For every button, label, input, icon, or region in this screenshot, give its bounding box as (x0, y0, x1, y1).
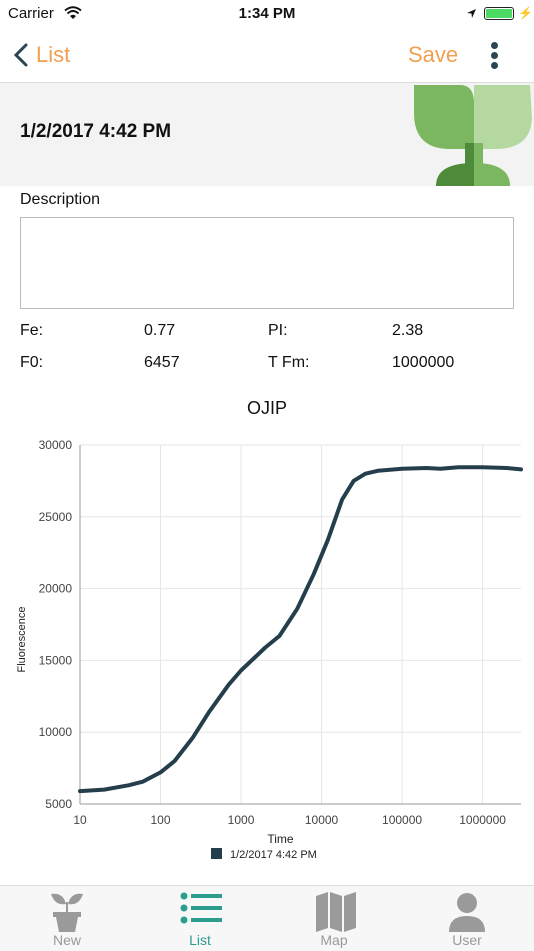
y-tick-label: 30000 (39, 438, 73, 452)
y-axis-label: Fluorescence (16, 606, 28, 672)
series-line (78, 465, 523, 794)
f0-value: 6457 (144, 354, 180, 371)
location-arrow-icon (467, 9, 476, 18)
status-bar: Carrier 1:34 PM ⚡ (0, 0, 534, 30)
x-tick-label: 1000000 (459, 813, 506, 827)
battery-icon (484, 7, 514, 20)
f0-label: F0: (20, 354, 44, 371)
status-time: 1:34 PM (238, 5, 296, 22)
x-tick-label: 100000 (382, 813, 422, 827)
description-input[interactable] (20, 217, 514, 309)
chart-title: OJIP (246, 398, 287, 418)
x-tick-label: 100 (151, 813, 171, 827)
legend-label: 1/2/2017 4:42 PM (230, 849, 317, 861)
description-label: Description (20, 191, 101, 208)
pi-label: PI: (268, 322, 288, 339)
measurement-header: 1/2/2017 4:42 PM (0, 83, 534, 186)
wifi-icon (64, 6, 82, 19)
tab-bar: New List Map User (0, 885, 534, 951)
tab-user[interactable]: User (400, 886, 534, 951)
more-options-icon[interactable] (488, 40, 500, 70)
y-tick-label: 10000 (39, 725, 73, 739)
y-tick-label: 5000 (45, 797, 72, 811)
x-axis-label: Time (267, 832, 294, 846)
charging-bolt-icon: ⚡ (518, 6, 533, 20)
y-tick-label: 25000 (39, 510, 73, 524)
tfm-label: T Fm: (268, 354, 310, 371)
pi-value: 2.38 (392, 322, 424, 339)
tab-new-label: New (52, 932, 81, 948)
x-tick-label: 1000 (228, 813, 255, 827)
map-icon (316, 892, 356, 932)
plant-pot-icon (51, 893, 83, 932)
tab-user-label: User (452, 932, 482, 948)
tab-map-label: Map (320, 932, 348, 948)
list-icon (180, 892, 222, 924)
save-button[interactable]: Save (408, 42, 459, 67)
legend-swatch (211, 848, 222, 859)
x-tick-label: 10 (73, 813, 87, 827)
tfm-value: 1000000 (392, 354, 455, 371)
tab-new[interactable]: New (0, 886, 134, 951)
y-tick-label: 15000 (39, 653, 73, 667)
back-button[interactable]: List (14, 38, 70, 72)
x-tick-label: 10000 (305, 813, 339, 827)
ojip-chart[interactable]: 5000 10000 15000 20000 25000 30000 10 100 1000 10… (0, 430, 534, 870)
chevron-left-icon (14, 43, 28, 67)
back-button-label: List (36, 42, 71, 67)
tab-list[interactable]: List (133, 886, 267, 951)
tab-map[interactable]: Map (267, 886, 401, 951)
navigation-bar: List Save (0, 30, 534, 83)
user-icon (449, 893, 485, 932)
measurement-title: 1/2/2017 4:42 PM (20, 121, 172, 142)
tab-list-label: List (189, 932, 211, 948)
y-tick-label: 20000 (39, 582, 73, 596)
carrier-label: Carrier (8, 5, 54, 22)
plant-logo-icon (414, 85, 532, 186)
fe-value: 0.77 (144, 322, 176, 339)
fe-label: Fe: (20, 322, 44, 339)
